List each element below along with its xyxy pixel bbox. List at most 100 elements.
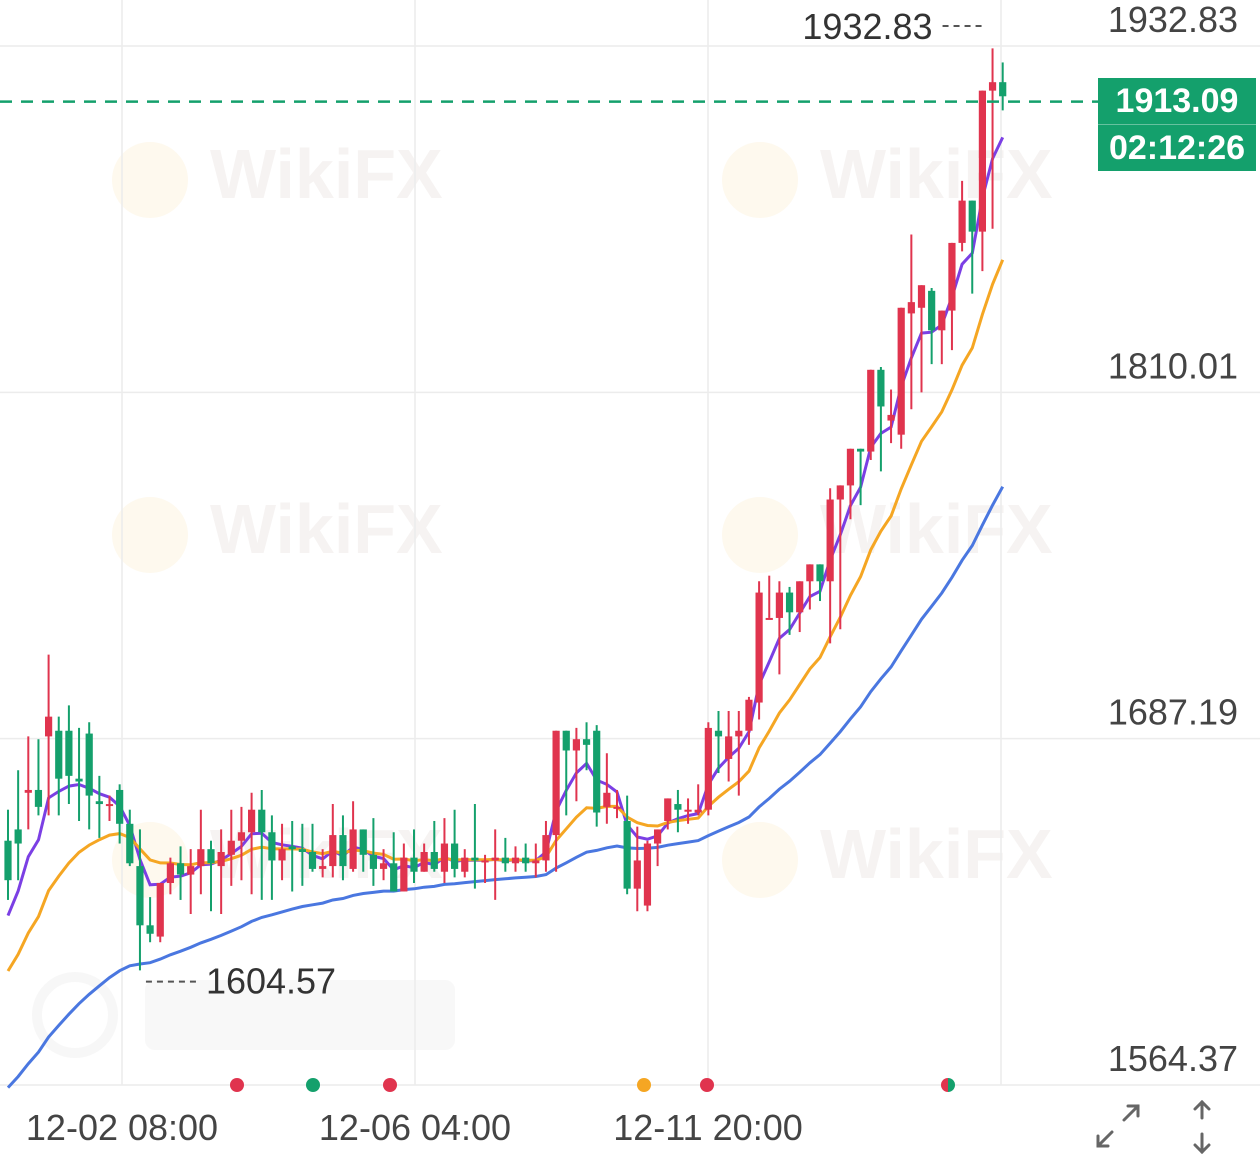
candle-2	[24, 736, 32, 830]
candle-body	[471, 857, 479, 861]
candle-body	[105, 804, 114, 807]
candle-body	[268, 832, 276, 861]
candle-75	[765, 575, 773, 620]
vertical-scale-arrows-icon[interactable]	[1178, 1098, 1234, 1155]
candle-86	[877, 366, 885, 472]
candle-60	[613, 789, 621, 819]
candle-body	[461, 857, 469, 872]
candle-body	[176, 863, 185, 875]
candle-73	[745, 696, 753, 745]
candle-15	[156, 883, 164, 943]
candle-body	[4, 840, 12, 881]
candle-body	[897, 307, 905, 435]
candle-6	[65, 705, 73, 805]
candle-body	[156, 883, 164, 937]
candle-33	[339, 815, 347, 881]
candle-body	[65, 730, 73, 776]
x-axis: 12-02 08:00 12-06 04:00 12-11 20:00	[26, 1107, 803, 1148]
candle-91	[928, 288, 936, 365]
event-dot-3	[637, 1078, 651, 1092]
candle-42	[430, 820, 438, 872]
candle-50	[511, 846, 520, 872]
candle-body	[572, 739, 580, 751]
y-tick-label-0: 1564.37	[1108, 1038, 1238, 1079]
candle-26	[268, 815, 276, 900]
candle-body	[775, 592, 783, 618]
candle-71	[725, 711, 733, 782]
svg-text:WikiFX: WikiFX	[820, 490, 1053, 568]
candle-67	[684, 798, 692, 824]
annotations: 1932.83 1604.57	[0, 6, 1098, 1002]
candle-39	[400, 843, 408, 892]
candle-body	[34, 789, 43, 807]
candle-countdown-tag: 02:12:26	[1098, 125, 1256, 171]
candle-90	[917, 285, 926, 393]
candle-56	[572, 727, 580, 802]
candle-43	[440, 818, 449, 884]
candle-body	[511, 857, 520, 864]
candle-32	[329, 804, 337, 878]
candle-body	[288, 846, 296, 850]
candle-61	[623, 795, 631, 895]
candle-body	[907, 302, 915, 314]
candle-22	[227, 809, 235, 886]
candle-body	[988, 82, 997, 91]
candle-body	[390, 863, 398, 892]
candle-20	[207, 840, 215, 912]
candle-body	[116, 789, 124, 824]
high-price-label: 1932.83	[802, 6, 932, 47]
candle-body	[532, 860, 540, 864]
candle-98	[999, 62, 1007, 111]
candle-body	[308, 851, 317, 869]
svg-text:WikiFX: WikiFX	[820, 135, 1053, 213]
y-axis: 1564.37 1687.19 1810.01 1932.83	[1108, 0, 1238, 1079]
candle-body	[136, 866, 144, 926]
candle-54	[552, 730, 560, 872]
candle-35	[359, 829, 367, 872]
candle-25	[258, 789, 266, 900]
candle-13	[136, 829, 144, 971]
candle-12	[126, 809, 134, 867]
candle-body	[278, 849, 286, 861]
candle-88	[897, 307, 905, 449]
event-dots[interactable]	[230, 1078, 955, 1092]
candle-body	[978, 90, 986, 232]
candle-72	[735, 711, 743, 796]
x-tick-label-0: 12-02 08:00	[26, 1107, 218, 1148]
candle-body	[836, 485, 844, 500]
candle-body	[725, 736, 733, 759]
candle-body	[958, 200, 966, 243]
candle-body	[785, 592, 794, 613]
candle-body	[806, 564, 814, 582]
candle-63	[643, 840, 652, 912]
candles	[4, 48, 1007, 971]
svg-text:WikiFX: WikiFX	[820, 815, 1053, 893]
event-dot-0	[230, 1078, 244, 1092]
candle-18	[187, 849, 195, 915]
candle-28	[288, 820, 296, 892]
jin10-watermark	[32, 972, 455, 1058]
candle-8	[85, 722, 93, 830]
candle-66	[674, 789, 682, 833]
expand-arrows-icon[interactable]	[1090, 1098, 1146, 1154]
candle-17	[176, 846, 185, 900]
candle-body	[999, 82, 1007, 97]
candle-body	[349, 829, 357, 869]
candle-body	[654, 829, 662, 844]
candle-7	[75, 727, 83, 821]
wikifx-watermark-6: WikiFX	[722, 815, 1053, 898]
wikifx-watermark-4: WikiFX	[722, 490, 1053, 573]
candle-3	[34, 739, 43, 816]
candle-body	[440, 843, 449, 872]
candle-14	[146, 897, 154, 943]
candle-21	[217, 829, 225, 915]
candle-30	[308, 823, 317, 872]
candle-40	[410, 829, 418, 884]
candle-body	[948, 242, 956, 311]
candle-body	[694, 809, 702, 813]
candle-95	[968, 200, 976, 294]
watermarks: WikiFX WikiFX WikiFX WikiFX WikiFX WikiF…	[32, 135, 1053, 1058]
candle-62	[633, 826, 641, 912]
candle-16	[166, 857, 174, 895]
